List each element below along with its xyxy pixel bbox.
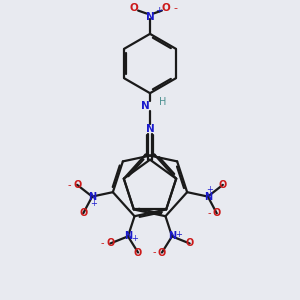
Text: -: -: [101, 238, 104, 248]
Text: -: -: [152, 248, 156, 257]
Text: N: N: [146, 12, 154, 22]
Text: N: N: [141, 101, 150, 111]
Text: +: +: [206, 185, 213, 194]
Text: O: O: [73, 180, 81, 190]
Text: N: N: [204, 192, 212, 202]
Text: -: -: [68, 180, 71, 190]
Text: O: O: [162, 3, 170, 13]
Text: O: O: [219, 180, 227, 190]
Text: +: +: [90, 199, 97, 208]
Text: H: H: [159, 98, 166, 107]
Text: +: +: [176, 230, 182, 238]
Text: N: N: [146, 124, 154, 134]
Text: -: -: [207, 208, 211, 218]
Text: O: O: [130, 3, 138, 13]
Text: O: O: [134, 248, 142, 257]
Text: +: +: [131, 234, 138, 243]
Text: O: O: [106, 238, 114, 248]
Text: O: O: [158, 248, 166, 257]
Text: N: N: [168, 231, 176, 242]
Text: O: O: [79, 208, 87, 218]
Text: O: O: [186, 238, 194, 248]
Text: O: O: [213, 208, 221, 218]
Text: +: +: [155, 6, 162, 15]
Text: N: N: [124, 231, 132, 242]
Text: -: -: [173, 3, 177, 13]
Text: N: N: [88, 192, 96, 202]
